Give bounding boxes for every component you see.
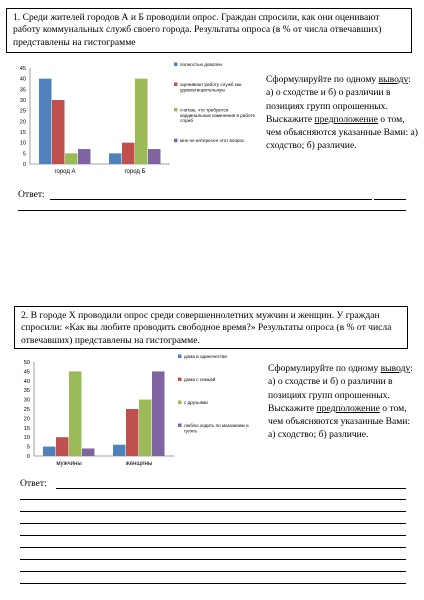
answer-2-line[interactable]	[56, 488, 406, 489]
task-text-part: Сформулируйте по одному	[268, 363, 381, 374]
answer-2-line[interactable]	[20, 571, 406, 572]
bar-1-1	[39, 78, 52, 164]
y-tick-label: 30	[20, 98, 26, 104]
bar-3-2	[135, 78, 148, 164]
task-text-part: Сформулируйте по одному	[266, 74, 379, 85]
answer-2-line[interactable]	[20, 583, 406, 584]
y-tick-label: 10	[24, 435, 30, 441]
legend-entry: полностью доволен	[180, 62, 223, 67]
y-tick-label: 35	[20, 87, 26, 93]
x-category-label: мужчины	[56, 461, 81, 467]
bar-1-2	[109, 153, 122, 164]
y-tick-label: 20	[24, 416, 30, 422]
bar-3-2	[139, 399, 152, 456]
bar-2-2	[122, 142, 135, 164]
answer-2-line[interactable]	[20, 511, 406, 512]
y-tick-label: 5	[27, 445, 30, 451]
question-2-text: 2. В городе Х проводили опрос среди сове…	[14, 306, 408, 349]
bar-3-1	[69, 371, 82, 456]
legend-entry-line: дома с семьёй	[184, 376, 216, 382]
x-category-label: женщины	[126, 461, 153, 467]
answer-1-line[interactable]	[18, 210, 406, 211]
chart-leisure-time: 0 5 10 15 20 25 30 35 40 45 50 мужчины женщины дома в…	[24, 354, 249, 467]
legend-entry: мне не интересен этот вопрос	[180, 138, 245, 143]
bar-4-2	[152, 371, 165, 456]
legend-swatch	[178, 377, 182, 381]
answer-1-label: Ответ:	[18, 189, 45, 200]
legend-entry-line: люблю ходить по магазинам и	[184, 423, 249, 428]
answer-2-line[interactable]	[20, 547, 406, 548]
bar-4-1	[82, 448, 95, 456]
y-tick-label: 0	[27, 454, 30, 460]
bar-3-1	[65, 153, 78, 164]
bar-4-1	[78, 149, 91, 164]
legend-entry-line: мне не интересен этот вопрос	[180, 138, 245, 143]
legend-swatch	[178, 400, 182, 404]
y-tick-label: 45	[24, 369, 30, 375]
legend-entry: дома с семьёй	[184, 376, 216, 382]
answer-2-line[interactable]	[20, 523, 406, 524]
legend-entry-line: кардинальные изменения в работе	[180, 113, 256, 118]
y-tick-label: 30	[24, 398, 30, 404]
legend-entry-line: с друзьями	[184, 400, 208, 405]
y-tick-label: 50	[24, 360, 30, 366]
y-tick-label: 40	[20, 77, 26, 83]
y-tick-label: 5	[23, 151, 26, 157]
legend-entry-line: полностью доволен	[180, 62, 223, 67]
x-category-label: город А	[54, 169, 75, 175]
y-tick-label: 15	[24, 426, 30, 432]
bar-2-1	[52, 100, 65, 164]
y-tick-label: 35	[24, 388, 30, 394]
bar-2-2	[126, 409, 139, 456]
answer-2-line[interactable]	[20, 535, 406, 536]
bar-1-1	[43, 446, 56, 456]
y-tick-label: 45	[20, 66, 26, 72]
question-1-text: 1. Среди жителей городов А и Б проводили…	[6, 8, 412, 53]
task-text-part: : а) о сходстве и б) о различии в позици…	[268, 363, 413, 414]
task-1-instructions: Сформулируйте по одному выводу: а) о схо…	[266, 73, 418, 153]
task-keyword-assumption: предположение	[316, 402, 380, 414]
legend-entry: оценивают работу служб как удовлетворител…	[180, 82, 242, 92]
task-keyword-conclusion: выводу	[380, 363, 411, 374]
answer-2-line[interactable]	[20, 499, 406, 500]
legend-entry: с друзьями	[184, 400, 208, 405]
bar-4-2	[148, 149, 161, 164]
bar-1-2	[113, 444, 126, 456]
task-text-part: о том, чем объясняются указанные Вами: а…	[268, 402, 411, 441]
task-keyword-conclusion: выводу	[378, 74, 409, 85]
legend-entry-line: служб	[180, 118, 193, 123]
task-text-part: : а) о сходстве и б) о различии в позици…	[266, 74, 411, 125]
answer-2-line[interactable]	[20, 559, 406, 560]
answer-1-line[interactable]	[374, 199, 406, 200]
bar-2-1	[56, 437, 69, 456]
legend-entry-line: дома в одиночестве	[184, 354, 227, 359]
y-tick-label: 40	[24, 379, 30, 385]
legend-entry: люблю ходить по магазинам и гулять	[184, 423, 249, 433]
legend-entry-line: удовлетворительную	[180, 87, 225, 92]
legend-entry: дома в одиночестве	[184, 354, 227, 359]
y-tick-label: 25	[24, 407, 30, 413]
y-tick-label: 10	[20, 141, 26, 147]
legend-swatch	[174, 138, 178, 143]
x-category-label: город Б	[124, 169, 145, 175]
task-keyword-assumption: предположение	[314, 113, 378, 125]
task-2-instructions: Сформулируйте по одному выводу: а) о схо…	[268, 362, 418, 442]
legend-entry-line: считаю, что требуются	[180, 107, 229, 112]
legend-swatch	[178, 354, 182, 358]
y-tick-label: 15	[20, 130, 26, 136]
y-tick-label: 0	[23, 162, 26, 168]
legend-entry-line: оценивают работу служб как	[180, 82, 242, 87]
answer-2-label: Ответ:	[20, 478, 47, 489]
legend-swatch	[174, 82, 178, 86]
answer-1-line[interactable]	[50, 199, 372, 200]
chart-city-utilities: 0 5 10 15 20 25 30 35 40 45 город А город Б полность…	[20, 62, 256, 175]
legend-swatch	[174, 62, 178, 66]
task-text-part: о том, чем объясняются указанные Вами: а…	[266, 113, 418, 152]
legend-entry-line: гулять	[184, 428, 198, 433]
legend-swatch	[178, 423, 182, 427]
y-tick-label: 20	[20, 119, 26, 125]
legend-swatch	[174, 107, 178, 112]
legend-entry: считаю, что требуются кардинальные измене…	[180, 107, 256, 123]
y-tick-label: 25	[20, 109, 26, 115]
